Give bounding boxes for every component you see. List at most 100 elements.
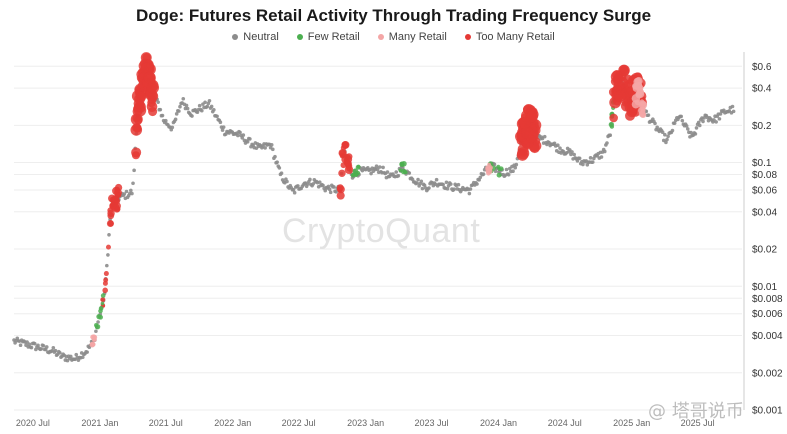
point-neutral-369 xyxy=(415,181,419,185)
x-tick-label-9: 2025 Jan xyxy=(613,418,650,428)
point-neutral-67 xyxy=(85,350,89,354)
point-neutral-500 xyxy=(558,146,562,150)
x-tick-label-6: 2023 Jul xyxy=(414,418,448,428)
point-few-retail-3-0 xyxy=(100,301,105,306)
point-neutral-427 xyxy=(478,175,483,180)
point-neutral-132 xyxy=(156,100,160,104)
x-tick-label-10: 2025 Jul xyxy=(681,418,715,428)
point-too-many-retail-5-24 xyxy=(338,148,347,158)
point-neutral-530 xyxy=(590,160,595,164)
point-neutral-647 xyxy=(718,112,723,116)
point-neutral-181 xyxy=(209,104,214,109)
point-neutral-36 xyxy=(51,345,56,350)
point-many-retail-13-18 xyxy=(639,111,647,119)
legend-label-many-retail: Many Retail xyxy=(388,31,447,43)
x-tick-label-8: 2024 Jul xyxy=(548,418,582,428)
point-neutral-25 xyxy=(39,347,44,351)
point-neutral-352 xyxy=(396,173,401,178)
point-too-many-retail-2-4 xyxy=(100,297,106,303)
point-neutral-191 xyxy=(220,128,225,132)
point-neutral-207 xyxy=(238,130,242,135)
point-neutral-177 xyxy=(205,104,210,109)
legend-item-few-retail[interactable]: Few Retail xyxy=(296,31,360,43)
y-tick-label-6: $0.04 xyxy=(752,207,777,218)
legend-label-few-retail: Few Retail xyxy=(307,31,360,43)
point-neutral-158 xyxy=(184,103,189,108)
point-neutral-338 xyxy=(381,165,385,170)
point-neutral-528 xyxy=(588,156,593,160)
point-neutral-148 xyxy=(173,117,178,122)
point-neutral-257 xyxy=(292,190,297,195)
point-neutral-617 xyxy=(685,127,690,131)
point-neutral-599 xyxy=(666,134,670,139)
legend-item-too-many-retail[interactable]: Too Many Retail xyxy=(464,31,555,43)
point-too-many-retail-0-67 xyxy=(136,91,146,100)
point-neutral-216 xyxy=(248,137,252,141)
point-neutral-616 xyxy=(684,124,689,128)
point-too-many-retail-0-58 xyxy=(147,98,156,108)
point-neutral-163 xyxy=(190,114,194,118)
point-many-retail-9-7 xyxy=(485,166,490,171)
point-neutral-418 xyxy=(468,187,473,191)
point-neutral-587 xyxy=(653,121,657,126)
point-many-retail-4-5 xyxy=(92,337,97,342)
point-neutral-658 xyxy=(730,104,735,109)
point-neutral-486 xyxy=(542,134,547,139)
y-tick-label-11: $0.004 xyxy=(752,331,783,342)
point-neutral-453 xyxy=(506,173,511,177)
point-neutral-109 xyxy=(131,181,135,186)
point-neutral-498 xyxy=(556,143,560,148)
point-neutral-101 xyxy=(122,192,127,196)
point-neutral-57 xyxy=(74,352,79,357)
point-neutral-230 xyxy=(263,146,267,150)
y-tick-label-8: $0.01 xyxy=(752,282,777,293)
point-neutral-624 xyxy=(693,132,698,136)
point-neutral-598 xyxy=(665,137,669,142)
point-neutral-42 xyxy=(58,350,62,355)
point-neutral-521 xyxy=(581,162,585,167)
point-neutral-280 xyxy=(317,180,322,184)
x-axis: 2020 Jul 2021 Jan 2021 Jul 2022 Jan 2022 Jul… xyxy=(16,418,715,428)
point-few-retail-7-5 xyxy=(399,161,405,167)
y-tick-label-5: $0.06 xyxy=(752,186,777,197)
point-neutral-103 xyxy=(124,189,129,194)
point-neutral-370 xyxy=(416,177,420,182)
point-neutral-376 xyxy=(422,183,427,188)
point-neutral-430 xyxy=(481,172,486,176)
point-neutral-183 xyxy=(212,108,216,112)
chart-title: Doge: Futures Retail Activity Through Tr… xyxy=(135,6,652,25)
point-neutral-457 xyxy=(511,169,515,174)
point-too-many-retail-0-41 xyxy=(131,151,141,160)
y-axis: $0.6 $0.4 $0.2 $0.1$0.08 $0.06 $0.04 $0.02 $0.0… xyxy=(743,52,783,417)
point-too-many-retail-0-68 xyxy=(132,113,141,123)
x-tick-label-7: 2024 Jan xyxy=(480,418,517,428)
point-neutral-159 xyxy=(185,106,190,111)
point-neutral-397 xyxy=(445,187,450,191)
point-neutral-288 xyxy=(326,184,331,189)
watermark: CryptoQuant xyxy=(282,212,481,250)
point-neutral-239 xyxy=(273,154,277,159)
legend-item-neutral[interactable]: Neutral xyxy=(232,31,279,43)
point-few-retail-6-6 xyxy=(351,172,356,177)
point-neutral-22 xyxy=(36,343,40,348)
point-neutral-373 xyxy=(419,179,424,184)
legend-dot-neutral xyxy=(232,34,239,40)
point-too-many-retail-5-25 xyxy=(336,184,344,192)
point-too-many-retail-12-69 xyxy=(614,90,626,102)
point-neutral-596 xyxy=(663,132,667,137)
point-neutral-605 xyxy=(672,121,677,125)
point-neutral-205 xyxy=(236,133,240,138)
point-neutral-175 xyxy=(203,100,207,105)
point-neutral-400 xyxy=(449,182,453,186)
point-neutral-350 xyxy=(394,170,399,174)
point-too-many-retail-2-5 xyxy=(102,287,108,294)
legend-item-many-retail[interactable]: Many Retail xyxy=(377,31,447,43)
point-neutral-511 xyxy=(570,150,574,154)
y-tick-label-12: $0.002 xyxy=(752,368,783,379)
point-many-retail-4-7 xyxy=(91,342,96,347)
point-neutral-362 xyxy=(407,171,412,175)
y-tick-label-0: $0.6 xyxy=(752,62,772,73)
point-too-many-retail-5-21 xyxy=(341,141,349,149)
point-too-many-retail-5-7 xyxy=(336,191,345,200)
